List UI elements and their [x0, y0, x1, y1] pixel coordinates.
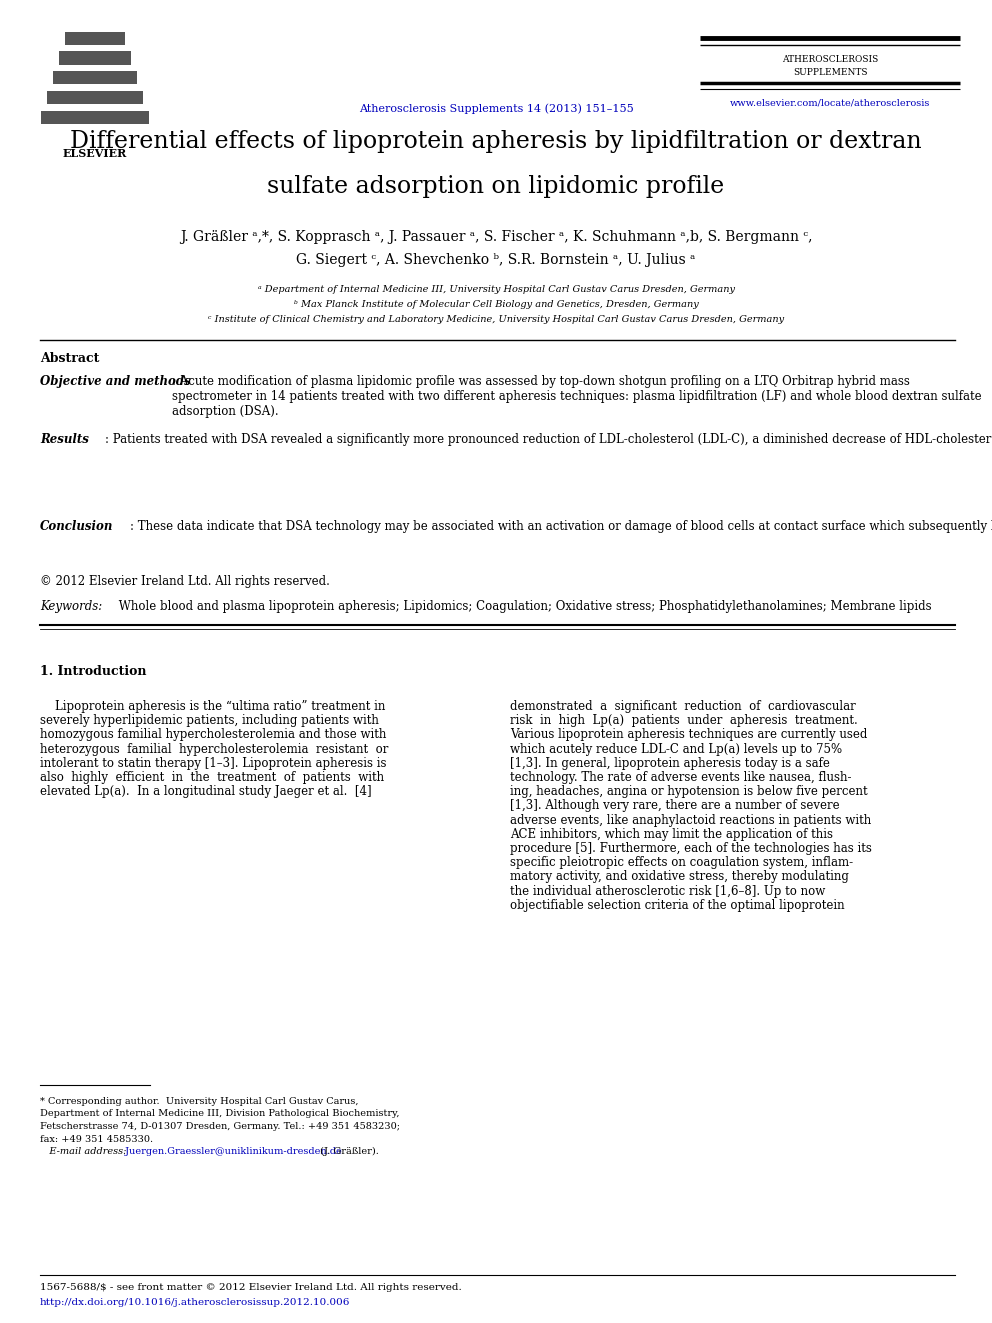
Text: Results: Results	[40, 433, 89, 446]
Text: G. Siegert ᶜ, A. Shevchenko ᵇ, S.R. Bornstein ᵃ, U. Julius ᵃ: G. Siegert ᶜ, A. Shevchenko ᵇ, S.R. Born…	[297, 253, 695, 267]
Text: ᵇ Max Planck Institute of Molecular Cell Biology and Genetics, Dresden, Germany: ᵇ Max Planck Institute of Molecular Cell…	[294, 300, 698, 310]
Text: [1,3]. Although very rare, there are a number of severe: [1,3]. Although very rare, there are a n…	[510, 799, 839, 812]
Text: which acutely reduce LDL-C and Lp(a) levels up to 75%: which acutely reduce LDL-C and Lp(a) lev…	[510, 742, 842, 755]
Text: Fetscherstrasse 74, D-01307 Dresden, Germany. Tel.: +49 351 4583230;: Fetscherstrasse 74, D-01307 Dresden, Ger…	[40, 1122, 400, 1131]
Text: ing, headaches, angina or hypotension is below five percent: ing, headaches, angina or hypotension is…	[510, 785, 868, 798]
Text: : These data indicate that DSA technology may be associated with an activation o: : These data indicate that DSA technolog…	[130, 520, 992, 533]
Bar	[53, 71, 137, 85]
Text: also  highly  efficient  in  the  treatment  of  patients  with: also highly efficient in the treatment o…	[40, 771, 384, 785]
Text: ELSEVIER: ELSEVIER	[62, 148, 127, 159]
Text: ᵃ Department of Internal Medicine III, University Hospital Carl Gustav Carus Dre: ᵃ Department of Internal Medicine III, U…	[258, 284, 734, 294]
Bar	[65, 32, 125, 45]
Text: 1. Introduction: 1. Introduction	[40, 665, 147, 677]
Text: Lipoprotein apheresis is the “ultima ratio” treatment in: Lipoprotein apheresis is the “ultima rat…	[40, 700, 385, 713]
Text: Atherosclerosis Supplements 14 (2013) 151–155: Atherosclerosis Supplements 14 (2013) 15…	[359, 103, 633, 114]
Text: objectifiable selection criteria of the optimal lipoprotein: objectifiable selection criteria of the …	[510, 898, 844, 912]
Text: Juergen.Graessler@uniklinikum-dresden.de: Juergen.Graessler@uniklinikum-dresden.de	[122, 1147, 342, 1156]
Text: E-mail address:: E-mail address:	[40, 1147, 126, 1156]
Text: specific pleiotropic effects on coagulation system, inflam-: specific pleiotropic effects on coagulat…	[510, 856, 853, 869]
Text: fax: +49 351 4585330.: fax: +49 351 4585330.	[40, 1135, 153, 1143]
Text: * Corresponding author.  University Hospital Carl Gustav Carus,: * Corresponding author. University Hospi…	[40, 1097, 358, 1106]
Text: homozygous familial hypercholesterolemia and those with: homozygous familial hypercholesterolemia…	[40, 729, 386, 741]
Text: Department of Internal Medicine III, Division Pathological Biochemistry,: Department of Internal Medicine III, Div…	[40, 1110, 400, 1118]
Text: heterozygous  familial  hypercholesterolemia  resistant  or: heterozygous familial hypercholesterolem…	[40, 742, 389, 755]
Text: intolerant to statin therapy [1–3]. Lipoprotein apheresis is: intolerant to statin therapy [1–3]. Lipo…	[40, 757, 387, 770]
Bar	[41, 111, 149, 124]
Text: © 2012 Elsevier Ireland Ltd. All rights reserved.: © 2012 Elsevier Ireland Ltd. All rights …	[40, 576, 330, 587]
Text: matory activity, and oxidative stress, thereby modulating: matory activity, and oxidative stress, t…	[510, 871, 849, 884]
Text: adverse events, like anaphylactoid reactions in patients with: adverse events, like anaphylactoid react…	[510, 814, 871, 827]
Text: ᶜ Institute of Clinical Chemistry and Laboratory Medicine, University Hospital C: ᶜ Institute of Clinical Chemistry and La…	[208, 315, 784, 324]
Bar	[59, 52, 131, 65]
Text: Abstract: Abstract	[40, 352, 99, 365]
Text: severely hyperlipidemic patients, including patients with: severely hyperlipidemic patients, includ…	[40, 714, 379, 728]
Text: : Patients treated with DSA revealed a significantly more pronounced reduction o: : Patients treated with DSA revealed a s…	[105, 433, 992, 446]
Text: ACE inhibitors, which may limit the application of this: ACE inhibitors, which may limit the appl…	[510, 828, 833, 841]
Text: [1,3]. In general, lipoprotein apheresis today is a safe: [1,3]. In general, lipoprotein apheresis…	[510, 757, 830, 770]
Text: Keywords:: Keywords:	[40, 601, 102, 613]
Text: technology. The rate of adverse events like nausea, flush-: technology. The rate of adverse events l…	[510, 771, 851, 785]
Text: SUPPLEMENTS: SUPPLEMENTS	[793, 67, 867, 77]
Text: J. Gräßler ᵃ,*, S. Kopprasch ᵃ, J. Passauer ᵃ, S. Fischer ᵃ, K. Schuhmann ᵃ,b, S: J. Gräßler ᵃ,*, S. Kopprasch ᵃ, J. Passa…	[180, 230, 812, 243]
Text: risk  in  high  Lp(a)  patients  under  apheresis  treatment.: risk in high Lp(a) patients under aphere…	[510, 714, 858, 728]
Text: the individual atherosclerotic risk [1,6–8]. Up to now: the individual atherosclerotic risk [1,6…	[510, 885, 825, 897]
Text: ATHEROSCLEROSIS: ATHEROSCLEROSIS	[782, 56, 878, 64]
Text: sulfate adsorption on lipidomic profile: sulfate adsorption on lipidomic profile	[268, 175, 724, 198]
Text: http://dx.doi.org/10.1016/j.atherosclerosissup.2012.10.006: http://dx.doi.org/10.1016/j.atherosclero…	[40, 1298, 350, 1307]
Text: Differential effects of lipoprotein apheresis by lipidfiltration or dextran: Differential effects of lipoprotein aphe…	[70, 130, 922, 153]
Text: www.elsevier.com/locate/atherosclerosis: www.elsevier.com/locate/atherosclerosis	[730, 98, 930, 107]
Text: elevated Lp(a).  In a longitudinal study Jaeger et al.  [4]: elevated Lp(a). In a longitudinal study …	[40, 785, 372, 798]
Text: Various lipoprotein apheresis techniques are currently used: Various lipoprotein apheresis techniques…	[510, 729, 867, 741]
Text: demonstrated  a  significant  reduction  of  cardiovascular: demonstrated a significant reduction of …	[510, 700, 856, 713]
Text: (J. Gräßler).: (J. Gräßler).	[317, 1147, 379, 1156]
Text: procedure [5]. Furthermore, each of the technologies has its: procedure [5]. Furthermore, each of the …	[510, 841, 872, 855]
Text: : Acute modification of plasma lipidomic profile was assessed by top-down shotgu: : Acute modification of plasma lipidomic…	[172, 374, 982, 418]
Text: 1567-5688/$ - see front matter © 2012 Elsevier Ireland Ltd. All rights reserved.: 1567-5688/$ - see front matter © 2012 El…	[40, 1283, 461, 1293]
Text: Whole blood and plasma lipoprotein apheresis; Lipidomics; Coagulation; Oxidative: Whole blood and plasma lipoprotein apher…	[115, 601, 931, 613]
Text: Objective and methods: Objective and methods	[40, 374, 190, 388]
Text: Conclusion: Conclusion	[40, 520, 113, 533]
Bar	[47, 91, 143, 105]
